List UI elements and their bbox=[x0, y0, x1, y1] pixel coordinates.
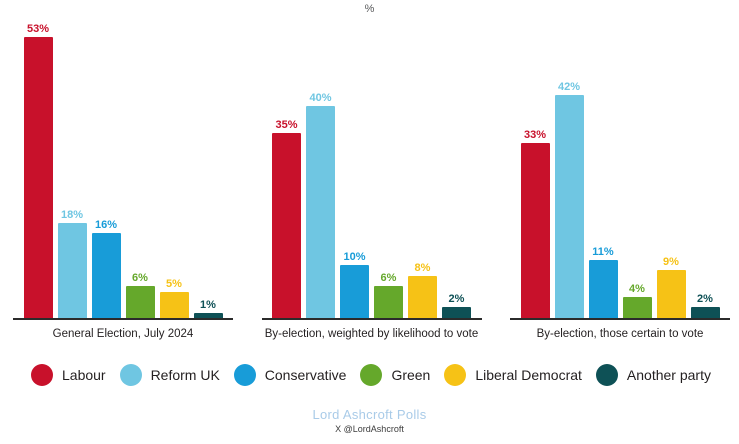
bar-conservative: 16% bbox=[91, 219, 121, 318]
legend-item-reform-uk: Reform UK bbox=[119, 364, 220, 386]
bar-labour: 53% bbox=[23, 23, 53, 318]
chart-title: % bbox=[364, 3, 375, 15]
legend-swatch-icon bbox=[119, 364, 142, 386]
bar-value-label: 53% bbox=[26, 23, 50, 36]
chart-group-by-election-those-certain-to-vote: 33% 42% 11% 4% 9% 2% By-election, those certai… bbox=[510, 20, 730, 340]
chart-panels: 53% 18% 16% 6% 5% 1% General Election, July 20… bbox=[13, 20, 730, 340]
bar-value-label: 1% bbox=[200, 298, 216, 311]
legend-item-liberal-democrat: Liberal Democrat bbox=[444, 364, 582, 386]
chart-group-by-election-weighted-by-likelihood-to-vote: 35% 40% 10% 6% 8% 2% By-election, weighted by … bbox=[261, 20, 482, 340]
bar-rect bbox=[340, 265, 369, 318]
bar-group: 53% 18% 16% 6% 5% 1% bbox=[13, 20, 233, 320]
chart-legend: Labour Reform UK Conservative Green Liberal … bbox=[31, 364, 711, 386]
bar-value-label: 10% bbox=[343, 251, 366, 263]
bar-rect bbox=[588, 259, 618, 318]
chart-group-general-election-july-2024: 53% 18% 16% 6% 5% 1% General Election, July 20… bbox=[13, 20, 233, 340]
legend-label: Another party bbox=[626, 367, 711, 383]
bar-group: 35% 40% 10% 6% 8% 2% bbox=[261, 20, 482, 320]
bar-value-label: 40% bbox=[309, 92, 332, 104]
bar-value-label: 35% bbox=[275, 118, 298, 131]
bar-rect bbox=[23, 37, 53, 318]
bar-labour: 35% bbox=[272, 119, 301, 318]
bar-value-label: 16% bbox=[94, 219, 118, 232]
category-label: By-election, those certain to vote bbox=[536, 328, 704, 340]
bar-value-label: 18% bbox=[60, 208, 84, 221]
bar-rect bbox=[125, 286, 155, 318]
legend-item-green: Green bbox=[360, 364, 430, 386]
bar-another-party: 2% bbox=[690, 293, 720, 318]
bar-value-label: 8% bbox=[414, 261, 431, 274]
bar-value-label: 42% bbox=[557, 81, 581, 94]
bar-rect bbox=[442, 307, 471, 318]
bar-value-label: 5% bbox=[166, 277, 182, 290]
bar-value-label: 33% bbox=[523, 129, 547, 142]
bar-rect bbox=[622, 296, 652, 318]
bar-rect bbox=[690, 307, 720, 318]
category-label: By-election, weighted by likelihood to v… bbox=[264, 328, 479, 340]
legend-item-labour: Labour bbox=[31, 364, 106, 386]
bar-another-party: 1% bbox=[193, 299, 223, 318]
bar-labour: 33% bbox=[520, 129, 550, 318]
legend-swatch-icon bbox=[595, 364, 618, 386]
bar-value-label: 2% bbox=[697, 293, 713, 306]
legend-swatch-icon bbox=[31, 364, 53, 386]
bar-reform-uk: 40% bbox=[306, 92, 335, 318]
bar-reform-uk: 42% bbox=[554, 81, 584, 318]
legend-label: Green bbox=[391, 367, 431, 383]
bar-value-label: 4% bbox=[629, 282, 645, 295]
legend-item-conservative: Conservative bbox=[233, 364, 347, 386]
chart-footer: Lord Ashcroft Polls X @LordAshcroft bbox=[0, 407, 739, 434]
bar-liberal-democrat: 9% bbox=[656, 256, 686, 318]
bar-value-label: 2% bbox=[448, 293, 465, 306]
legend-swatch-icon bbox=[360, 364, 383, 386]
bar-liberal-democrat: 8% bbox=[408, 262, 437, 318]
bar-value-label: 6% bbox=[132, 272, 148, 285]
legend-label: Labour bbox=[62, 367, 106, 383]
bar-rect bbox=[656, 270, 686, 318]
legend-item-another-party: Another party bbox=[595, 364, 711, 386]
bar-rect bbox=[57, 222, 87, 318]
bar-another-party: 2% bbox=[442, 293, 471, 318]
bar-green: 6% bbox=[374, 272, 403, 318]
legend-swatch-icon bbox=[444, 364, 467, 386]
bar-rect bbox=[408, 275, 437, 318]
legend-label: Liberal Democrat bbox=[475, 367, 582, 383]
legend-label: Reform UK bbox=[150, 367, 220, 383]
bar-conservative: 11% bbox=[588, 246, 618, 318]
bar-value-label: 9% bbox=[663, 256, 679, 269]
bar-green: 4% bbox=[622, 283, 652, 318]
bar-rect bbox=[520, 143, 550, 318]
bar-group: 33% 42% 11% 4% 9% 2% bbox=[510, 20, 730, 320]
bar-green: 6% bbox=[125, 272, 155, 318]
bar-conservative: 10% bbox=[340, 251, 369, 318]
bar-rect bbox=[306, 106, 335, 318]
legend-swatch-icon bbox=[233, 364, 256, 386]
bar-rect bbox=[554, 95, 584, 318]
bar-rect bbox=[193, 312, 223, 318]
social-handle-label: X @LordAshcroft bbox=[335, 424, 404, 434]
bar-value-label: 11% bbox=[592, 245, 614, 258]
category-label: General Election, July 2024 bbox=[52, 328, 194, 340]
bar-rect bbox=[159, 291, 189, 318]
source-label: Lord Ashcroft Polls bbox=[312, 407, 427, 422]
bar-rect bbox=[374, 286, 403, 318]
legend-label: Conservative bbox=[264, 367, 347, 383]
bar-rect bbox=[272, 132, 301, 318]
bar-rect bbox=[91, 233, 121, 318]
bar-value-label: 6% bbox=[380, 272, 397, 285]
bar-liberal-democrat: 5% bbox=[159, 278, 189, 318]
bar-reform-uk: 18% bbox=[57, 209, 87, 318]
